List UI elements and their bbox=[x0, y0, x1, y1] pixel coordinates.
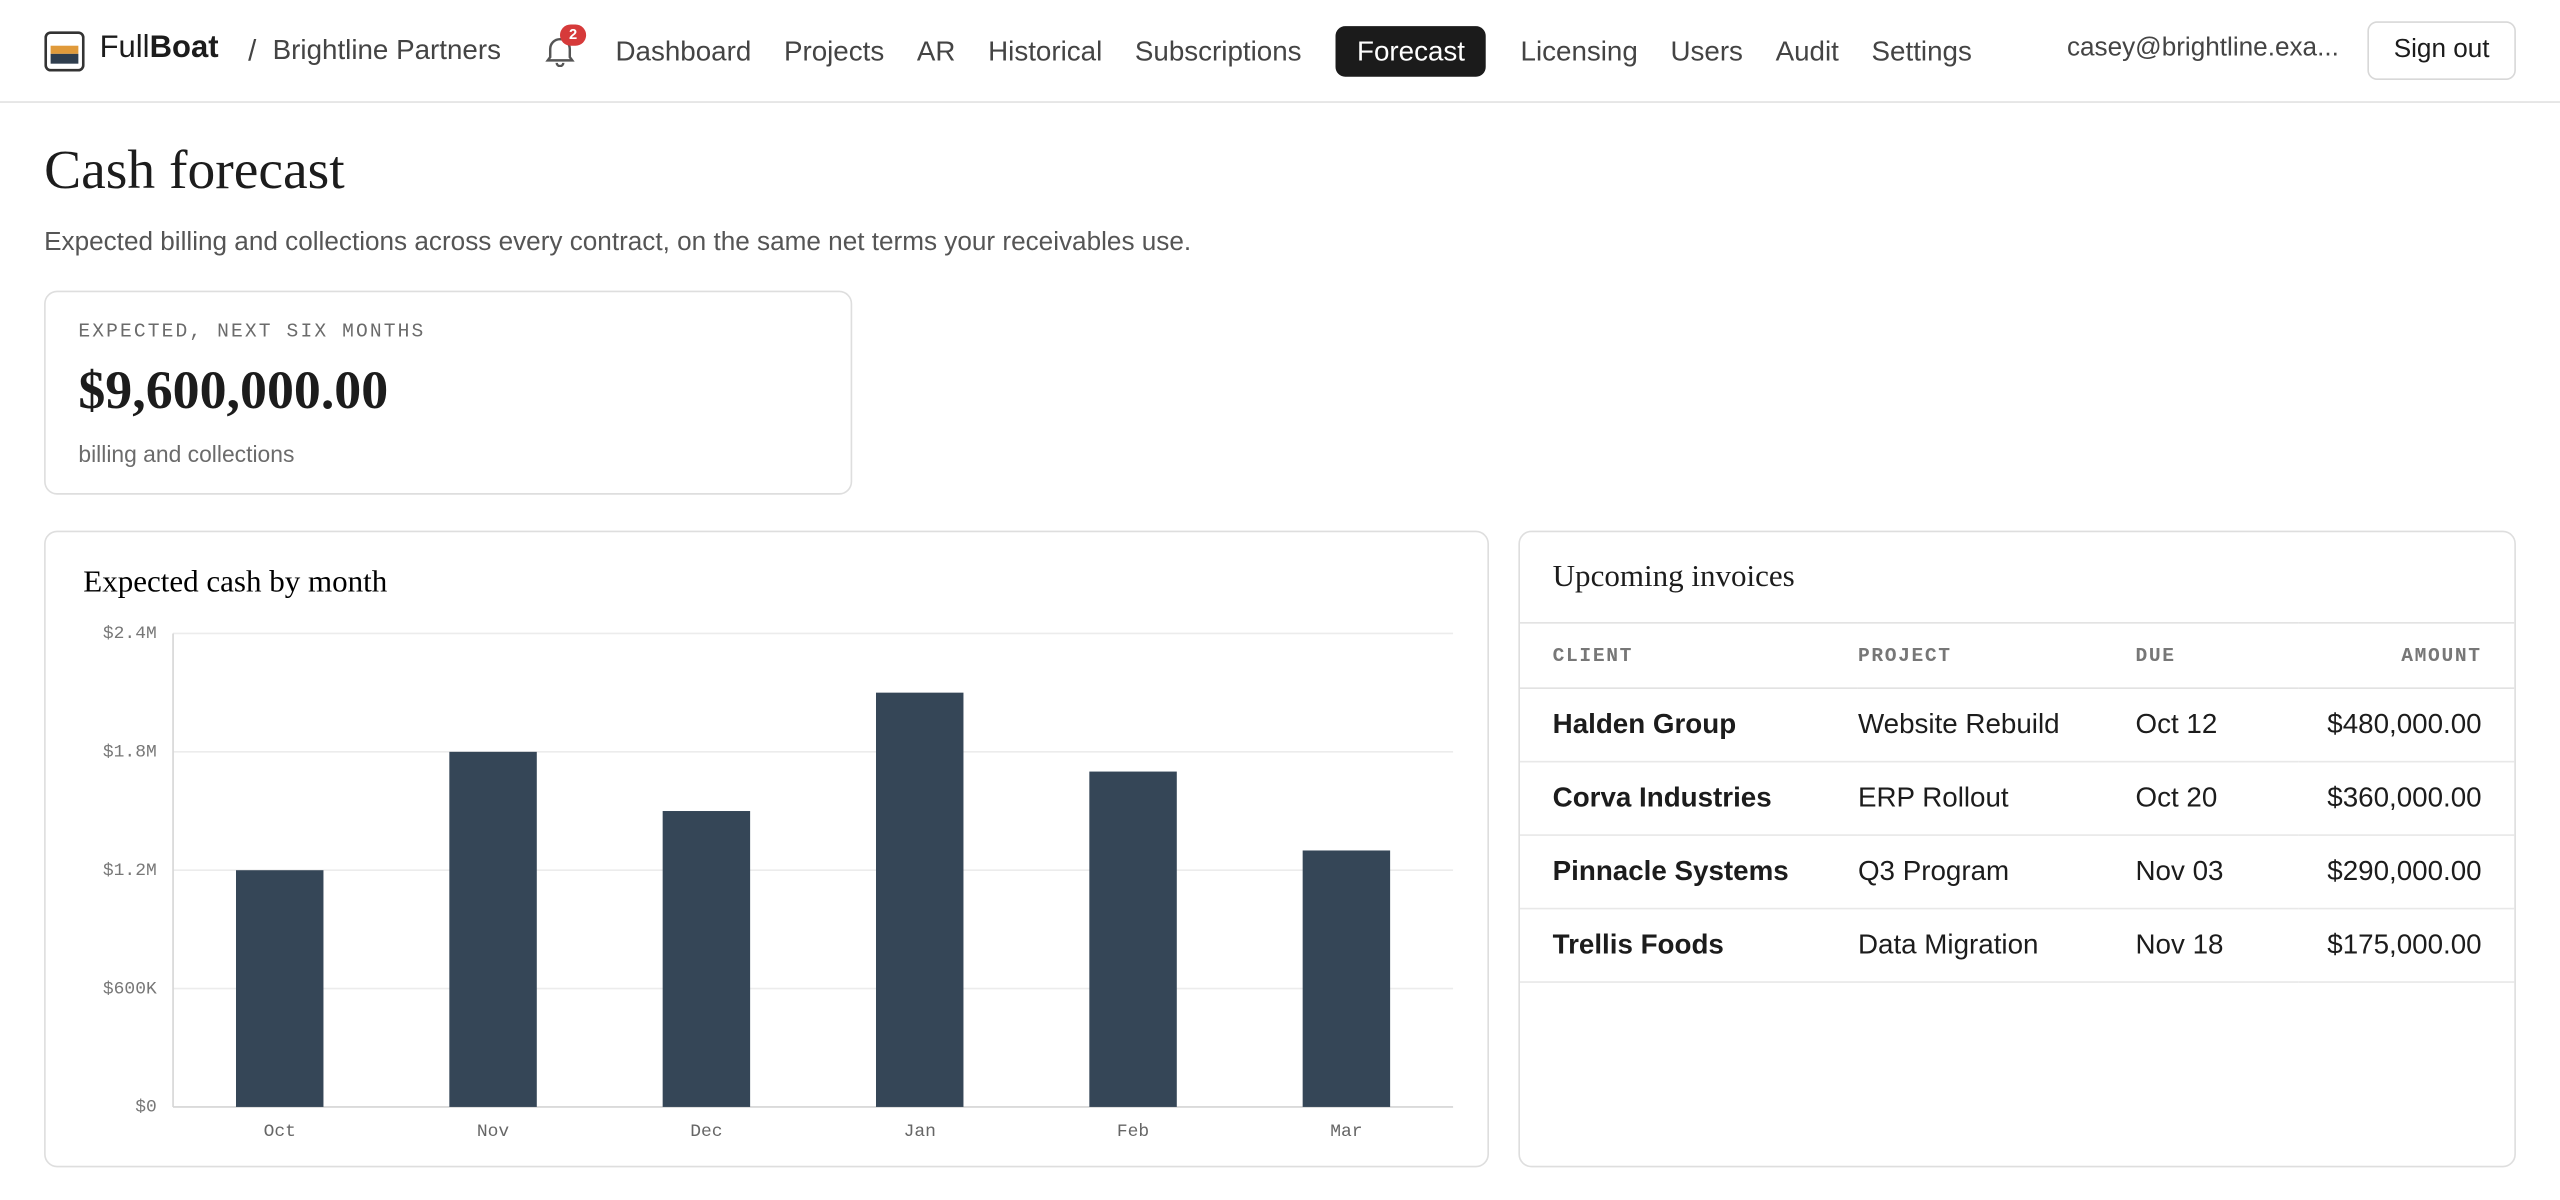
bar bbox=[1089, 771, 1177, 1107]
notification-badge: 2 bbox=[560, 24, 587, 46]
cell: Oct 20 bbox=[2135, 761, 2299, 836]
bar bbox=[662, 811, 751, 1107]
cell: Nov 18 bbox=[2135, 908, 2299, 983]
bar bbox=[235, 870, 324, 1107]
chart-title: Expected cash by month bbox=[83, 564, 388, 599]
cell: Trellis Foods bbox=[1520, 908, 1858, 983]
nav-link[interactable]: Projects bbox=[783, 35, 885, 67]
y-tick-label: $0 bbox=[135, 1098, 157, 1118]
brand-bold: Boat bbox=[149, 31, 219, 66]
header-row: CLIENT PROJECT DUE AMOUNT bbox=[1520, 622, 2515, 689]
table-body: Halden Group Website Rebuild Oct 12 $480,00… bbox=[1520, 688, 2515, 983]
cell: Corva Industries bbox=[1520, 761, 1858, 836]
summary-label: EXPECTED, NEXT SIX MONTHS bbox=[78, 320, 426, 343]
summary-value: $9,600,000.00 bbox=[78, 362, 389, 422]
invoices-table: CLIENT PROJECT DUE AMOUNT Halden Group Websi… bbox=[1520, 622, 2515, 983]
invoice-row: Pinnacle Systems Q3 Program Nov 03 $290,000… bbox=[1520, 835, 2515, 910]
column-header: PROJECT bbox=[1857, 622, 2136, 689]
nav-link[interactable]: Audit bbox=[1775, 35, 1839, 67]
cell: $175,000.00 bbox=[2298, 908, 2515, 983]
y-tick-label: $1.2M bbox=[103, 861, 157, 881]
cell: Q3 Program bbox=[1857, 835, 2136, 910]
nav-link[interactable]: AR bbox=[916, 35, 956, 67]
cell: Pinnacle Systems bbox=[1520, 835, 1858, 910]
cell: Oct 12 bbox=[2135, 688, 2299, 763]
logo-icon bbox=[44, 31, 85, 72]
separator: / bbox=[248, 34, 257, 67]
bar bbox=[449, 751, 537, 1107]
cell: $480,000.00 bbox=[2298, 688, 2515, 763]
bar bbox=[875, 692, 964, 1107]
sign-out-button[interactable]: Sign out bbox=[2367, 21, 2516, 81]
org-switcher[interactable]: Brightline Partners bbox=[272, 34, 501, 66]
x-tick-label: Oct bbox=[264, 1122, 296, 1142]
cell: Halden Group bbox=[1520, 688, 1858, 763]
y-tick-label: $2.4M bbox=[103, 624, 157, 644]
column-header: AMOUNT bbox=[2298, 622, 2515, 689]
nav-link[interactable]: Users bbox=[1670, 35, 1743, 67]
nav-link[interactable]: Subscriptions bbox=[1134, 35, 1302, 67]
cell: ERP Rollout bbox=[1857, 761, 2136, 836]
invoices-title: Upcoming invoices bbox=[1552, 560, 1795, 595]
top-nav: FullBoat / Brightline Partners 2 Dashboa… bbox=[0, 0, 2560, 103]
nav-link[interactable]: Forecast bbox=[1335, 26, 1487, 77]
brand-prefix: Full bbox=[99, 31, 150, 66]
x-tick-label: Jan bbox=[904, 1122, 936, 1142]
y-tick-label: $600K bbox=[103, 979, 157, 999]
x-tick-label: Dec bbox=[690, 1122, 722, 1142]
invoice-row: Trellis Foods Data Migration Nov 18 $175,00… bbox=[1520, 908, 2515, 983]
nav-link[interactable]: Settings bbox=[1871, 35, 1972, 67]
chart-card: Expected cash by month $0 $600K $1.2M $1.8M… bbox=[44, 530, 1489, 1168]
cell: Data Migration bbox=[1857, 908, 2136, 983]
user-email: casey@brightline.exa... bbox=[2066, 34, 2339, 63]
x-tick-label: Nov bbox=[477, 1122, 510, 1142]
brand[interactable]: FullBoat bbox=[100, 31, 219, 67]
nav-link[interactable]: Dashboard bbox=[615, 35, 752, 67]
x-tick-label: Feb bbox=[1117, 1122, 1149, 1142]
column-header: CLIENT bbox=[1520, 622, 1858, 689]
invoice-row: Halden Group Website Rebuild Oct 12 $480,00… bbox=[1520, 688, 2515, 763]
chart: Expected cash by month $0 $600K $1.2M $1.8M… bbox=[83, 564, 1454, 1142]
bar bbox=[1302, 850, 1391, 1107]
page-subtitle: Expected billing and collections across … bbox=[44, 228, 1192, 257]
cell: Website Rebuild bbox=[1857, 688, 2136, 763]
invoices-card: Upcoming invoices CLIENT PROJECT DUE AMOUNT… bbox=[1518, 530, 2516, 1168]
page-title: Cash forecast bbox=[44, 140, 345, 201]
nav-link[interactable]: Licensing bbox=[1520, 35, 1638, 67]
column-header: DUE bbox=[2135, 622, 2299, 689]
cell: Nov 03 bbox=[2135, 835, 2299, 910]
nav-links: Dashboard Projects AR Historical Subscriptio… bbox=[601, 26, 1987, 77]
nav-link[interactable]: Historical bbox=[988, 35, 1103, 67]
summary-card: EXPECTED, NEXT SIX MONTHS $9,600,000.00 … bbox=[44, 290, 853, 495]
y-tick-label: $1.8M bbox=[103, 743, 157, 763]
cell: $360,000.00 bbox=[2298, 761, 2515, 836]
summary-note: billing and collections bbox=[78, 440, 295, 467]
x-tick-label: Mar bbox=[1330, 1122, 1362, 1142]
cell: $290,000.00 bbox=[2298, 835, 2515, 910]
invoice-row: Corva Industries ERP Rollout Oct 20 $360,00… bbox=[1520, 761, 2515, 836]
